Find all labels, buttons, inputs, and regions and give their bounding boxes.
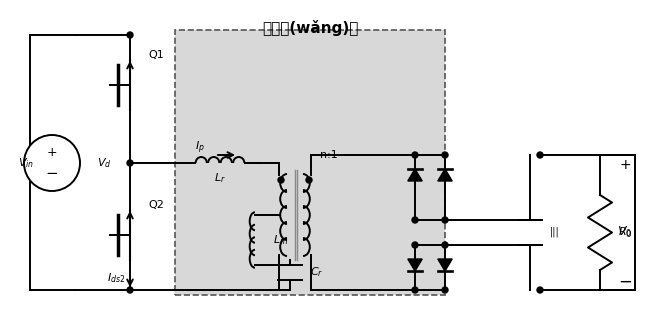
Text: $V_d$: $V_d$: [97, 156, 112, 170]
Circle shape: [306, 177, 312, 183]
Circle shape: [442, 152, 448, 158]
Circle shape: [412, 217, 418, 223]
Polygon shape: [438, 259, 452, 271]
Text: $V_{in}$: $V_{in}$: [18, 156, 34, 170]
Text: −: −: [46, 166, 58, 181]
Circle shape: [278, 177, 284, 183]
Circle shape: [537, 287, 543, 293]
Text: $L_r$: $L_r$: [214, 171, 226, 185]
Text: +: +: [619, 158, 631, 172]
Circle shape: [127, 160, 133, 166]
Text: Q1: Q1: [148, 50, 164, 60]
Text: −: −: [618, 273, 632, 291]
Text: n:1: n:1: [320, 150, 338, 160]
Text: $V_0$: $V_0$: [617, 225, 633, 240]
Text: $I_{ds2}$: $I_{ds2}$: [106, 271, 125, 285]
Text: |||: |||: [550, 227, 560, 237]
Bar: [175, 30, 445, 295]
Text: 諧振網(wǎng)絡: 諧振網(wǎng)絡: [262, 20, 358, 36]
Circle shape: [412, 242, 418, 248]
Text: $C_r$: $C_r$: [310, 265, 323, 279]
Text: $I_p$: $I_p$: [195, 140, 205, 156]
Circle shape: [127, 287, 133, 293]
Text: $L_m$: $L_m$: [273, 233, 288, 247]
Circle shape: [537, 152, 543, 158]
Circle shape: [412, 152, 418, 158]
Circle shape: [127, 32, 133, 38]
Text: $R_0$: $R_0$: [618, 225, 632, 239]
Circle shape: [442, 242, 448, 248]
Circle shape: [24, 135, 80, 191]
Polygon shape: [408, 169, 422, 181]
Polygon shape: [408, 259, 422, 271]
Polygon shape: [438, 169, 452, 181]
Circle shape: [442, 217, 448, 223]
Circle shape: [412, 287, 418, 293]
Text: +: +: [47, 146, 58, 160]
Circle shape: [442, 287, 448, 293]
Text: Q2: Q2: [148, 200, 164, 210]
